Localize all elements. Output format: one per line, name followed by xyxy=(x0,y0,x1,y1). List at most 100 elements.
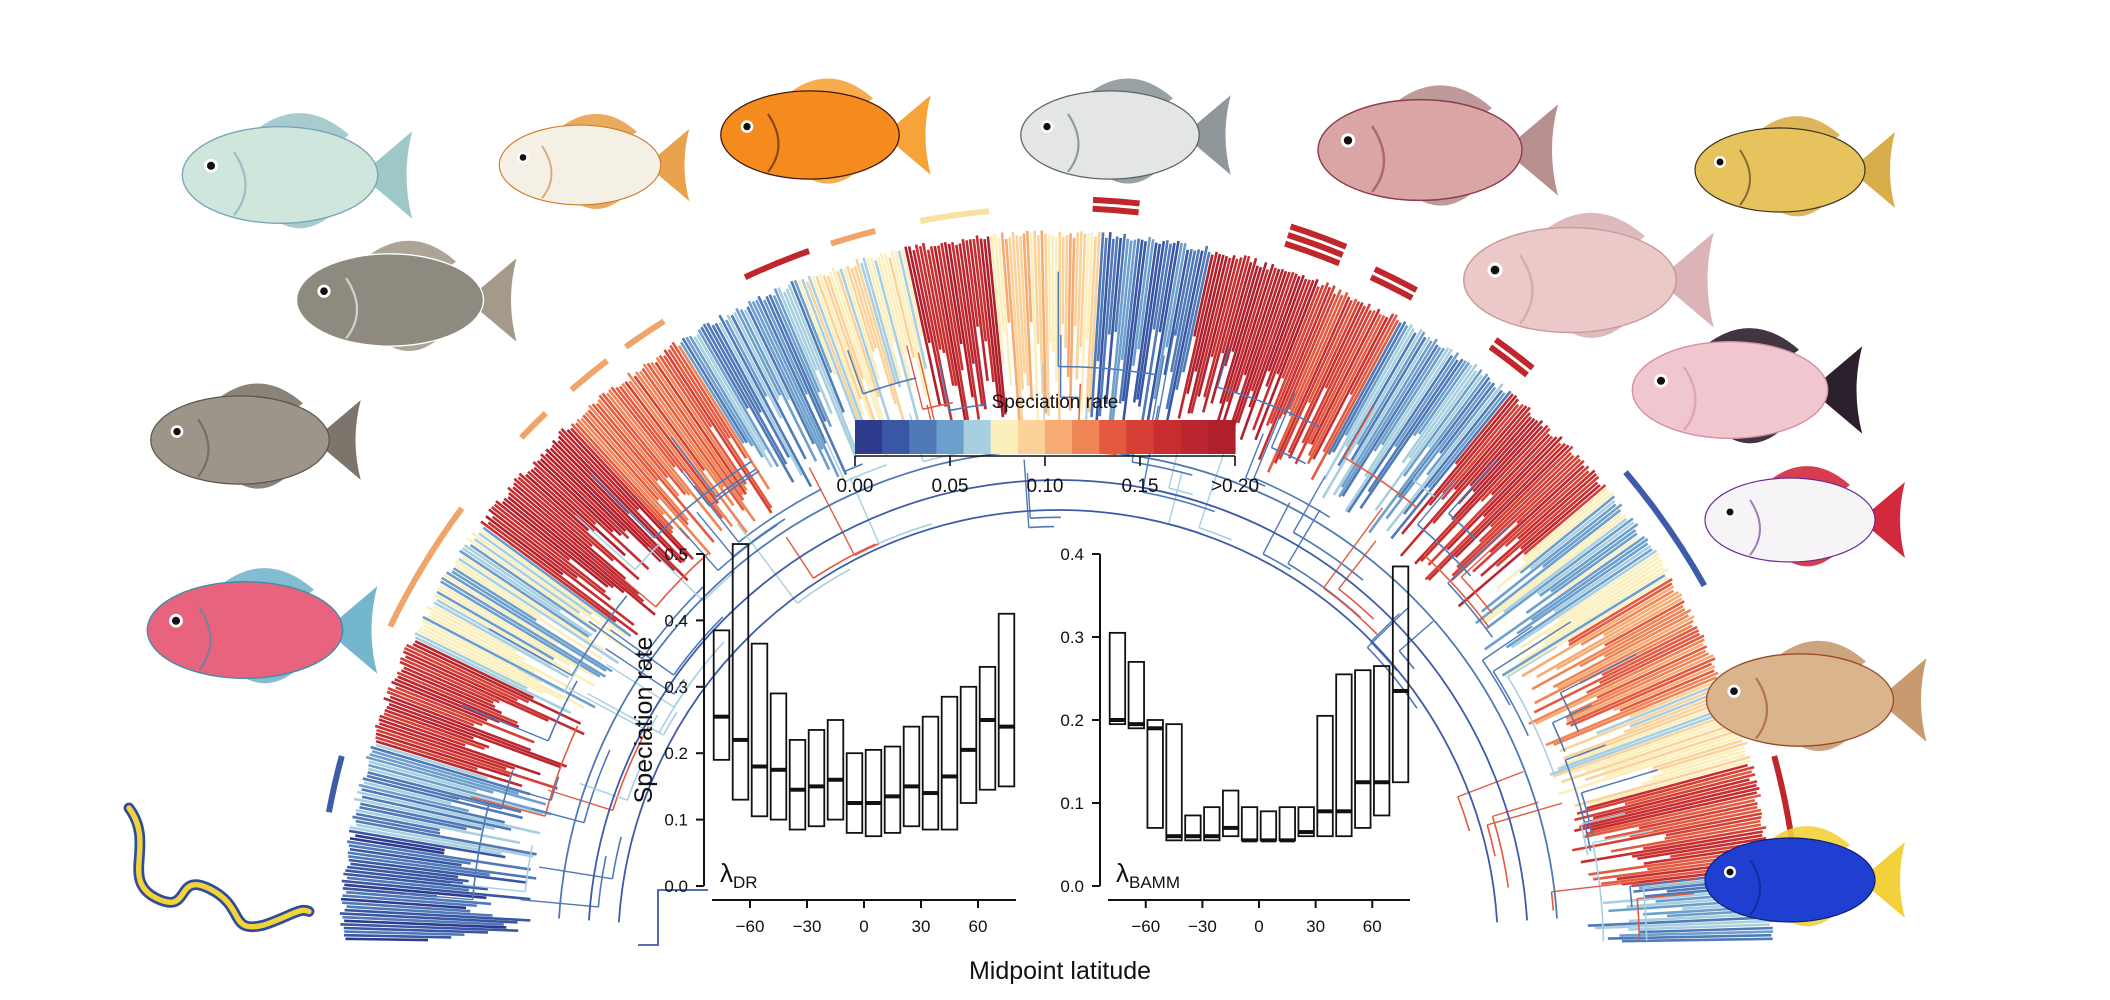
tip-branch xyxy=(1310,308,1381,446)
tip-branch xyxy=(1090,232,1105,418)
tip-branch xyxy=(1307,298,1358,404)
tip-branch xyxy=(1327,321,1402,456)
internal-branch xyxy=(673,679,685,695)
legend-swatch xyxy=(855,420,883,454)
internal-branch xyxy=(808,467,856,556)
clade-bar xyxy=(1289,223,1348,250)
tip-branch xyxy=(1066,233,1072,377)
internal-branch xyxy=(574,514,636,571)
tip-branch xyxy=(1573,786,1760,833)
legend-swatch xyxy=(1180,420,1209,454)
backbone-branch xyxy=(617,509,1499,923)
tip-branch xyxy=(375,740,523,788)
tip-branch xyxy=(993,233,1005,332)
tip-branch xyxy=(378,722,516,770)
legend-swatch xyxy=(882,420,910,454)
tip-branch xyxy=(826,275,865,380)
tip-branch xyxy=(1556,615,1695,690)
tip-branch xyxy=(1628,923,1770,931)
tip-branch xyxy=(696,333,767,452)
tip-branch xyxy=(845,265,875,352)
tip-branch xyxy=(768,294,827,423)
tip-branch xyxy=(343,872,488,891)
internal-branch xyxy=(670,436,717,498)
internal-branch xyxy=(948,403,987,412)
tip-branch xyxy=(1580,589,1675,646)
internal-branch xyxy=(1417,480,1455,526)
internal-branch xyxy=(1491,816,1510,888)
tip-branch xyxy=(508,492,656,616)
tip-branch xyxy=(403,666,496,709)
tip-branch xyxy=(828,271,884,428)
tip-branch xyxy=(1522,487,1608,561)
tip-branch xyxy=(626,372,748,534)
internal-branch xyxy=(647,546,704,602)
tip-branch xyxy=(711,324,762,413)
tip-branch xyxy=(1555,535,1640,597)
tip-branch xyxy=(1589,791,1758,832)
tip-branch xyxy=(1051,235,1055,353)
tip-branch xyxy=(1107,236,1119,335)
tip-branch xyxy=(1565,657,1716,726)
tip-branch xyxy=(1152,240,1169,330)
internal-branch xyxy=(854,543,879,556)
x-tick-label: 0 xyxy=(1254,917,1263,936)
internal-branch xyxy=(1448,458,1498,514)
tip-branch xyxy=(1535,643,1704,725)
tip-branch xyxy=(1288,289,1342,411)
tip-branch xyxy=(1257,286,1332,461)
tip-branch xyxy=(1359,358,1464,510)
tip-branch xyxy=(344,919,507,929)
tip-branch xyxy=(1523,484,1607,556)
tip-branch xyxy=(1536,521,1635,595)
tip-branch xyxy=(1276,279,1315,375)
internal-branch xyxy=(662,711,678,736)
tip-branch xyxy=(1137,240,1166,407)
tip-branch xyxy=(525,473,590,532)
tip-branch xyxy=(399,657,500,704)
tip-branch xyxy=(368,763,552,816)
tip-branch xyxy=(414,632,528,690)
root-branch xyxy=(638,889,708,946)
tip-branch xyxy=(1108,238,1130,426)
internal-branch xyxy=(1487,802,1563,826)
tip-branch xyxy=(1562,694,1728,760)
tip-branch xyxy=(718,314,813,488)
tip-branch xyxy=(1541,503,1623,568)
tip-branch xyxy=(1096,237,1108,362)
tip-branch xyxy=(1496,491,1615,590)
clade-bar xyxy=(919,208,990,224)
internal-branch xyxy=(702,571,736,602)
tip-branch xyxy=(1084,236,1097,422)
tip-branch xyxy=(1223,257,1258,367)
tip-branch xyxy=(1163,249,1190,376)
tip-branch xyxy=(353,797,495,831)
tip-branch xyxy=(532,460,650,571)
tip-branch xyxy=(1469,416,1533,487)
tip-branch xyxy=(348,854,490,877)
triggerfish-illustration xyxy=(150,383,361,489)
tip-branch xyxy=(615,386,684,473)
tip-branch xyxy=(1539,522,1639,597)
tip-branch xyxy=(383,712,485,751)
tip-branch xyxy=(805,281,866,435)
internal-branch xyxy=(470,796,546,817)
internal-branch xyxy=(615,572,657,608)
tip-branch xyxy=(469,543,598,633)
internal-branch xyxy=(1580,823,1589,856)
tip-branch xyxy=(1592,778,1750,820)
tip-branch xyxy=(1402,368,1483,477)
box xyxy=(1165,723,1183,842)
tip-branch xyxy=(1553,676,1717,746)
tip-branch xyxy=(831,267,893,446)
tip-branch xyxy=(439,584,594,677)
internal-branch xyxy=(1629,886,1633,908)
tip-branch xyxy=(955,244,975,365)
internal-branch xyxy=(1370,641,1398,672)
tip-branch xyxy=(375,743,488,780)
tip-branch xyxy=(1033,230,1040,345)
tip-branch xyxy=(1598,632,1701,685)
tip-branch xyxy=(638,370,725,488)
tip-branch xyxy=(1580,830,1763,864)
tip-branch xyxy=(1225,269,1269,403)
